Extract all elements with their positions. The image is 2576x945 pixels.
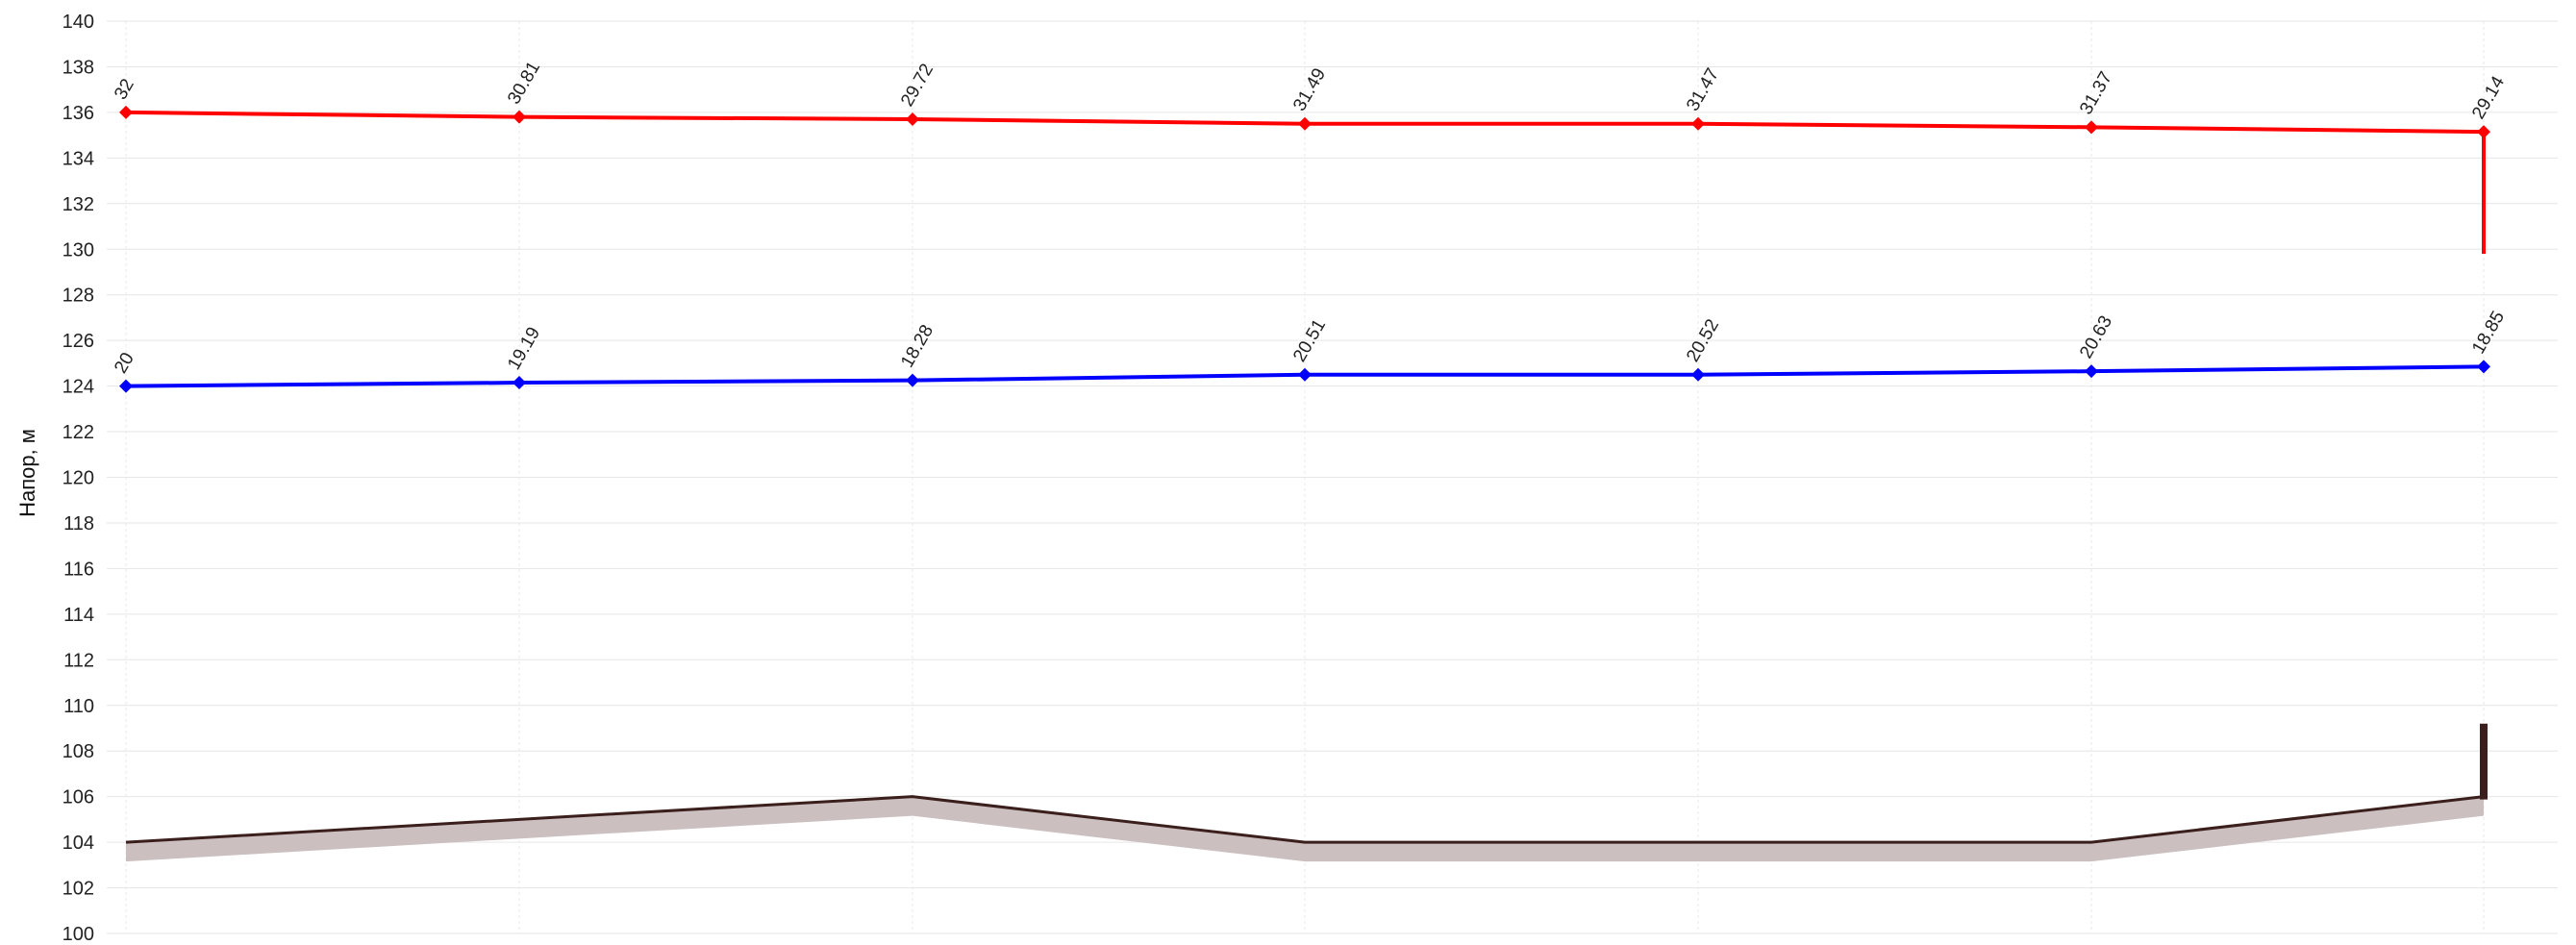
y-tick-label: 122 — [63, 422, 94, 443]
y-tick-label: 102 — [63, 879, 94, 900]
data-label: 19.19 — [504, 324, 544, 374]
y-tick-label: 112 — [63, 650, 94, 671]
y-tick-label: 114 — [63, 605, 94, 626]
data-label: 18.28 — [897, 321, 938, 371]
y-tick-label: 100 — [63, 924, 94, 945]
data-point — [1691, 367, 1705, 382]
data-labels: 32 30.81 29.72 31.49 31.47 31.37 29.14 20 19.19 1… — [111, 58, 2509, 377]
data-label: 20.63 — [2076, 312, 2116, 362]
data-label: 31.49 — [1289, 65, 1330, 115]
data-point — [906, 373, 919, 387]
y-axis: 100 102 104 106 108 110 112 114 116 118 120 122 124 1… — [63, 12, 94, 945]
data-label: 32 — [111, 76, 138, 104]
data-point — [2477, 360, 2490, 374]
series-pressure-lower — [119, 360, 2490, 393]
series-pressure-upper — [119, 105, 2490, 254]
y-tick-label: 110 — [63, 696, 94, 717]
ground-line — [125, 795, 2485, 844]
y-tick-label: 116 — [63, 559, 94, 580]
series — [119, 105, 2490, 862]
y-tick-label: 134 — [63, 148, 94, 169]
grid — [107, 20, 2558, 934]
data-point — [119, 105, 133, 119]
y-axis-title: Напор, м — [15, 429, 39, 517]
y-tick-label: 108 — [63, 741, 94, 762]
y-tick-label: 120 — [63, 468, 94, 489]
y-tick-label: 132 — [63, 194, 94, 215]
y-tick-label: 106 — [63, 787, 94, 808]
data-point — [1298, 367, 1312, 382]
data-label: 18.85 — [2468, 308, 2509, 358]
data-point — [2085, 120, 2098, 135]
y-tick-label: 136 — [63, 103, 94, 124]
data-label: 31.47 — [1683, 65, 1723, 115]
data-label: 31.37 — [2076, 68, 2116, 118]
y-tick-label: 130 — [63, 239, 94, 261]
ground-shadow — [126, 796, 2484, 862]
y-tick-label: 104 — [63, 833, 94, 854]
data-point — [1691, 116, 1705, 131]
y-tick-label: 138 — [63, 57, 94, 78]
y-tick-label: 140 — [63, 12, 94, 33]
data-point — [906, 112, 919, 127]
y-tick-label: 124 — [63, 377, 94, 398]
series-ground — [125, 723, 2488, 862]
y-tick-label: 118 — [63, 513, 94, 535]
y-tick-label: 126 — [63, 331, 94, 352]
y-tick-label: 128 — [63, 286, 94, 307]
data-point — [2085, 364, 2098, 379]
data-point — [2477, 125, 2490, 139]
data-point — [513, 110, 526, 124]
data-label: 29.14 — [2468, 73, 2509, 123]
data-point — [513, 376, 526, 390]
data-point — [119, 379, 133, 393]
data-label: 20 — [111, 349, 138, 377]
data-point — [1298, 116, 1312, 131]
data-label: 30.81 — [504, 58, 544, 108]
data-label: 29.72 — [897, 61, 938, 111]
